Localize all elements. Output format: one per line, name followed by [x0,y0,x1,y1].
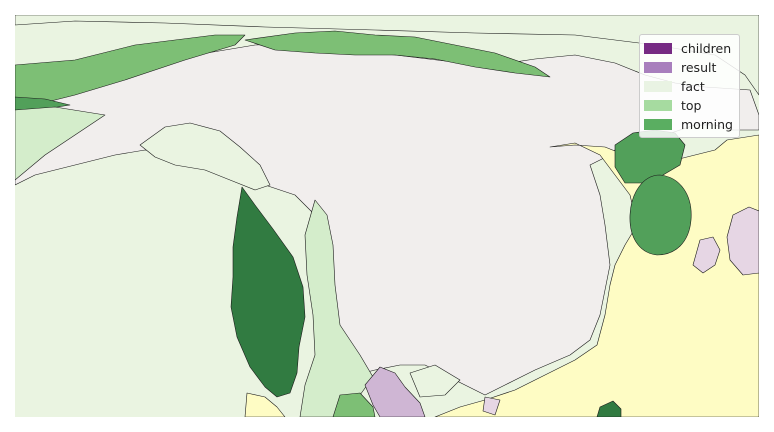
region-south-yellow-left [244,392,286,417]
region-south-green [332,392,376,417]
legend-entry-morning: morning [644,115,733,134]
legend: children result fact top morning [639,34,740,138]
region-south-purple [364,366,426,417]
region-top-right-strip [15,15,759,96]
region-south-east-dark [596,400,622,417]
legend-swatch [644,81,672,92]
region-east-green-oval [629,174,692,256]
map-area[interactable]: children result fact top morning [15,15,759,417]
region-west-light [15,106,106,181]
legend-label: fact [681,79,705,94]
region-central-pale [139,122,271,191]
region-far-east-purple [726,206,759,276]
legend-entry-top: top [644,96,733,115]
legend-label: morning [681,117,733,132]
legend-entry-result: result [644,58,733,77]
region-east-purple-islands [692,236,721,274]
choropleth-map [15,15,759,417]
legend-label: result [681,60,717,75]
legend-swatch [644,119,672,130]
region-nw-dark [15,96,71,112]
region-peninsula-dark [230,186,306,398]
legend-label: top [681,98,702,113]
legend-entry-fact: fact [644,77,733,96]
legend-label: children [681,41,732,56]
region-south-pale [409,364,461,398]
legend-swatch [644,100,672,111]
legend-swatch [644,62,672,73]
region-south-small-purple [482,396,501,416]
region-north-strip-east [244,30,551,78]
legend-entry-children: children [644,39,733,58]
legend-swatch [644,43,672,54]
